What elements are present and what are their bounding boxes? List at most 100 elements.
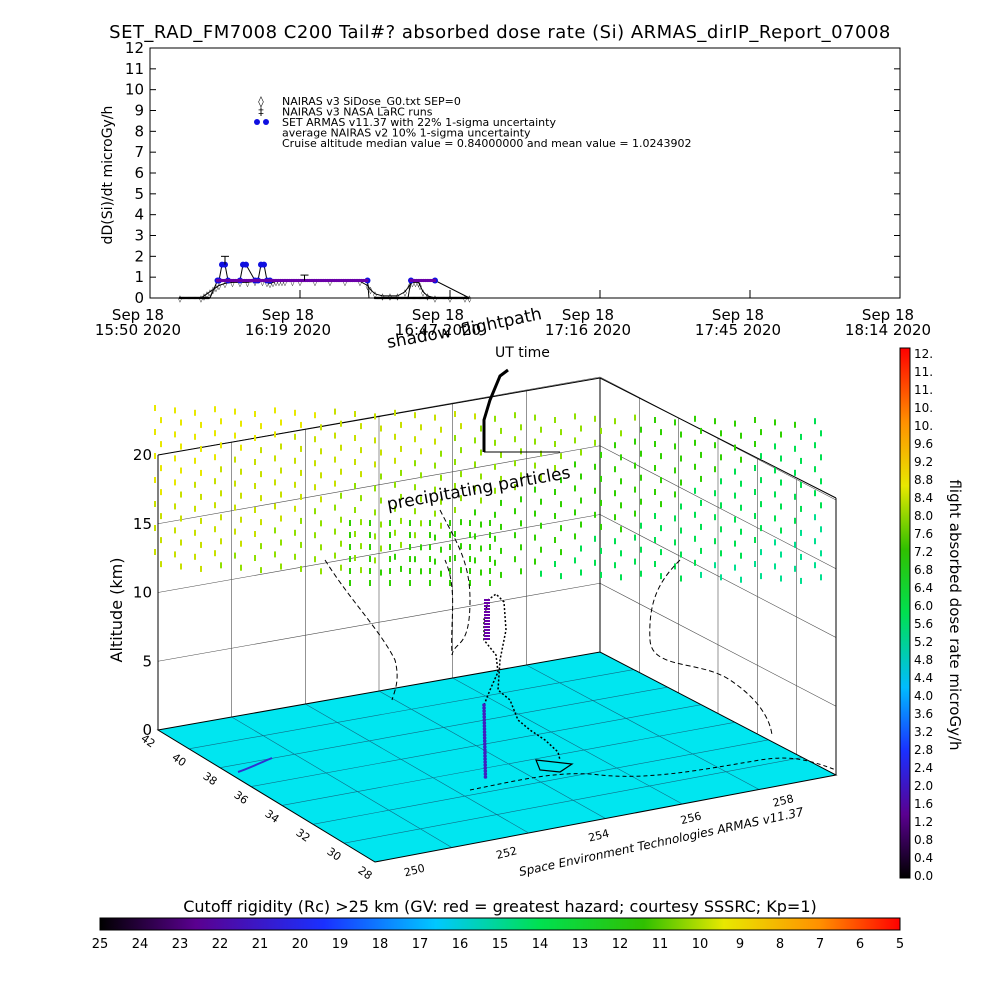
legend-entry: average NAIRAS v2 10% 1-sigma uncertaint… [282,127,531,140]
legend-symbol: ◊ [258,95,264,108]
legend-entry: NAIRAS v3 SiDose_G0.txt SEP=0 [282,95,461,108]
nairas-point: ◊ [208,289,212,297]
flight-marker [482,712,486,716]
flight-path-shadow-top [482,368,509,452]
shadow-right-wall [649,559,773,736]
nairas-point: ◊ [261,278,265,286]
ground-coastline [237,757,273,773]
flight-marker [483,745,487,749]
ground-track [535,759,574,773]
nairas-point: ◊ [328,278,332,286]
bottom-colorbar-tick: 23 [172,937,189,952]
altitude-tick-label: 10 [133,584,152,602]
nairas-point: ◊ [414,279,418,287]
right-colorbar-tick: 1.2 [914,815,933,829]
nairas-point: ◊ [343,278,347,286]
flight-marker [483,751,487,755]
armas-point [261,261,267,268]
bottom-colorbar-tick: 13 [572,937,589,952]
latitude-tick-label: 40 [170,751,189,770]
shadow-left-wall-2 [324,559,398,701]
bottom-colorbar-tick: 9 [736,937,744,952]
bottom-colorbar [99,917,901,931]
nairas-point: ◊ [358,278,362,286]
flight-marker [482,718,487,722]
baseline-point [467,296,470,300]
right-colorbar-tick: 0.8 [914,833,933,847]
nairas-point: ◊ [246,279,250,287]
ground-grid-line [378,690,606,819]
right-colorbar-tick: 8.8 [914,473,933,487]
latitude-tick-label: 32 [294,826,313,845]
shadow-left-wall [439,509,471,656]
bottom-colorbar-tick: 24 [132,937,149,952]
bottom-colorbar-tick: 10 [692,937,709,952]
x-tick-label: Sep 18 [112,306,164,324]
cruise-point [432,278,436,283]
y-tick-label: 11 [125,60,144,78]
right-colorbar-tick: 8.4 [914,491,933,505]
ground-grid-line [219,686,668,769]
nairas-point: ◊ [231,279,235,287]
bottom-colorbar-tick: 15 [492,937,509,952]
legend-symbol [254,119,260,125]
right-colorbar-tick: 6.8 [914,563,933,577]
flight-marker [483,775,488,779]
flight-marker [482,739,487,743]
page-title: SET_RAD_FM7008 C200 Tail#? absorbed dose… [109,22,891,43]
bottom-colorbar-tick: 25 [92,937,109,952]
baseline-point [207,296,210,300]
nairas-point: ◊ [369,287,373,295]
nairas-point: ◊ [214,285,218,293]
nairas-point: ◊ [403,289,407,297]
y-tick-label: 10 [125,81,144,99]
ground-grid-line [305,703,529,834]
x-tick-label: 17:45 2020 [695,321,781,339]
flight-marker [482,724,487,728]
bottom-colorbar-tick: 14 [532,937,549,952]
right-colorbar-tick: 0.4 [914,851,933,865]
flight-marker [483,754,487,758]
flight-marker [482,742,487,746]
x-tick-label: 16:47 2020 [395,321,481,339]
right-colorbar-tick: 2.4 [914,761,933,775]
x-tick-label: Sep 18 [262,306,314,324]
y-tick-label: 12 [125,39,144,57]
nairas-point: ◊ [268,280,272,288]
flight-marker [482,706,486,710]
shadow-label: shadow [385,322,453,353]
nairas-point: ◊ [223,280,227,288]
y-tick-label: 8 [134,122,144,140]
right-colorbar-tick: 4.0 [914,689,933,703]
bottom-colorbar-tick: 17 [412,937,429,952]
latitude-tick-label: 30 [325,845,344,864]
bottom-colorbar-tick: 16 [452,937,469,952]
y-tick-label: 1 [134,268,144,286]
nairas-point: ◊ [271,279,275,287]
bottom-colorbar-tick: 19 [332,937,349,952]
flight-marker [482,715,487,719]
altitude-axis-label: Altitude (km) [107,558,126,663]
nairas-point: ◊ [468,295,472,303]
latitude-tick-label: 42 [139,732,158,751]
longitude-tick-label: 258 [771,792,795,810]
nairas-point: ◊ [205,291,209,299]
nairas-point: ◊ [411,279,415,287]
bottom-colorbar-tick: 20 [292,937,309,952]
nairas-point: ◊ [217,283,221,291]
y-tick-label: 6 [134,164,144,182]
particles-label: precipitating particles [385,463,572,515]
cruise-point [365,278,369,283]
nairas-point: ◊ [373,291,377,299]
nairas-point: ◊ [417,279,421,287]
bottom-colorbar-tick: 12 [612,937,629,952]
altitude-tick-label: 5 [142,652,152,670]
right-colorbar-tick: 7.6 [914,527,933,541]
right-colorbar-tick: 7.2 [914,545,933,559]
ground-grid-line [452,677,683,805]
flight-marker [482,721,487,725]
bottom-colorbar-label: Cutoff rigidity (Rc) >25 km (GV: red = g… [183,897,817,916]
altitude-tick-label: 15 [133,515,152,533]
right-colorbar-tick: 5.6 [914,617,933,631]
